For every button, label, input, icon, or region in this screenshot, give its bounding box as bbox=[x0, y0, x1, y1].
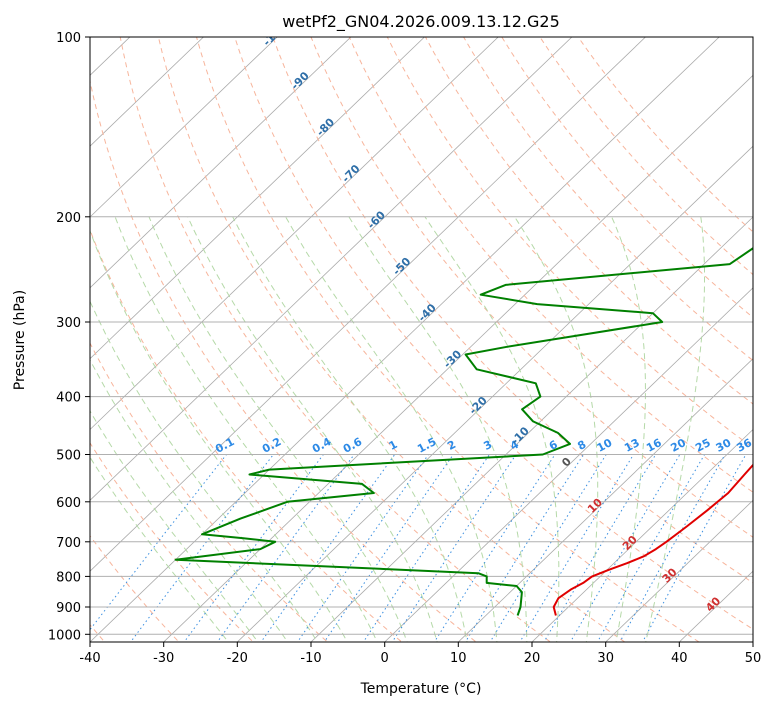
plot-background bbox=[90, 37, 753, 642]
mixing-ratio-line bbox=[519, 454, 635, 642]
x-tick-label: 40 bbox=[671, 651, 688, 666]
y-tick-label: 500 bbox=[56, 449, 81, 464]
adiabat-label: -100 bbox=[260, 20, 289, 49]
mixing-ratio-label: 25 bbox=[693, 436, 713, 455]
dry-adiabat-line bbox=[90, 441, 254, 642]
mixing-ratio-label: 36 bbox=[734, 436, 754, 455]
moist-adiabat-line bbox=[148, 216, 408, 642]
y-axis: 100 200 300 400 500 600 700 800 900 1000 bbox=[48, 31, 90, 643]
background-lines bbox=[90, 37, 753, 642]
dry-adiabat-line bbox=[463, 37, 753, 362]
isotherm-line bbox=[384, 287, 753, 642]
isotherm-line bbox=[90, 37, 646, 572]
mixing-ratio-label: 13 bbox=[622, 436, 642, 455]
y-tick-label: 200 bbox=[56, 211, 81, 226]
moist-adiabat-line bbox=[285, 216, 498, 642]
moist-adiabat-line bbox=[114, 216, 378, 642]
isotherm-line bbox=[236, 145, 753, 642]
x-axis: -40 -30 -20 -10 0 10 20 30 40 50 bbox=[79, 642, 761, 666]
dry-adiabat-line bbox=[157, 37, 626, 642]
mixing-ratio-line bbox=[642, 454, 747, 642]
mixing-ratio-label: 16 bbox=[644, 436, 664, 455]
isotherm-line bbox=[90, 37, 278, 218]
x-tick-label: -10 bbox=[300, 651, 321, 666]
y-tick-label: 400 bbox=[56, 391, 81, 406]
isotherm-line bbox=[90, 37, 573, 501]
mixing-ratio-line bbox=[543, 454, 657, 642]
y-tick-label: 800 bbox=[56, 570, 81, 585]
mixing-ratio-line bbox=[260, 454, 396, 642]
isotherm-line bbox=[90, 37, 352, 289]
dewpoint-profile-line bbox=[174, 247, 753, 616]
mixing-ratio-line bbox=[619, 454, 726, 642]
isotherm-line bbox=[163, 74, 753, 642]
dry-adiabat-line bbox=[196, 37, 700, 642]
isotherm-line bbox=[90, 37, 204, 147]
mixing-ratio-line bbox=[569, 454, 681, 642]
isotherm-line bbox=[90, 37, 499, 431]
mixing-ratio-line bbox=[90, 454, 227, 631]
moist-adiabat-line bbox=[90, 300, 319, 642]
dry-adiabat-line bbox=[425, 37, 753, 405]
y-tick-label: 1000 bbox=[48, 628, 81, 643]
mixing-ratio-line bbox=[216, 454, 355, 642]
moist-adiabat-line bbox=[424, 216, 560, 642]
x-tick-label: -20 bbox=[227, 651, 248, 666]
moist-adiabat-line bbox=[232, 216, 468, 642]
mixing-ratio-line bbox=[489, 454, 607, 642]
x-tick-label: -40 bbox=[79, 651, 100, 666]
moist-adiabat-line bbox=[514, 216, 599, 642]
y-axis-label: Pressure (hPa) bbox=[12, 290, 28, 390]
chart-title: wetPf2_GN04.2026.009.13.12.G25 bbox=[282, 12, 560, 32]
mixing-ratio-line bbox=[464, 454, 584, 642]
mixing-ratio-line bbox=[323, 454, 454, 642]
moist-adiabat-line bbox=[90, 410, 259, 642]
mixing-ratio-line bbox=[596, 454, 706, 642]
isotherm-line bbox=[457, 358, 753, 642]
y-tick-label: 700 bbox=[56, 536, 81, 551]
dry-adiabat-line bbox=[119, 37, 552, 642]
isotherm-line bbox=[605, 499, 753, 642]
dry-adiabat-line bbox=[90, 342, 329, 642]
x-tick-label: -30 bbox=[153, 651, 174, 666]
y-tick-label: 900 bbox=[56, 601, 81, 616]
x-tick-label: 10 bbox=[450, 651, 467, 666]
x-axis-label: Temperature (°C) bbox=[360, 681, 482, 697]
x-tick-label: 50 bbox=[745, 651, 762, 666]
moist-adiabat-line bbox=[348, 216, 528, 642]
y-tick-label: 300 bbox=[56, 316, 81, 331]
dry-adiabat-line bbox=[310, 37, 753, 538]
x-tick-label: 30 bbox=[597, 651, 614, 666]
temperature-profile-line bbox=[552, 463, 753, 616]
mixing-ratio-line bbox=[433, 454, 556, 642]
dry-adiabat-line bbox=[348, 37, 753, 493]
moist-adiabat-line bbox=[611, 216, 647, 642]
y-tick-label: 100 bbox=[56, 31, 81, 46]
x-tick-label: 0 bbox=[381, 651, 389, 666]
isotherm-line bbox=[90, 37, 720, 642]
moist-adiabat-line bbox=[90, 456, 229, 642]
mixing-ratio-label: 30 bbox=[714, 436, 734, 455]
mixing-ratio-label: 20 bbox=[668, 436, 688, 455]
mixing-ratio-label: 10 bbox=[595, 436, 615, 455]
isotherm-line bbox=[531, 428, 753, 642]
dry-adiabat-line bbox=[90, 78, 477, 642]
plot-frame bbox=[89, 36, 754, 643]
y-tick-label: 600 bbox=[56, 496, 81, 511]
x-tick-label: 20 bbox=[524, 651, 541, 666]
dry-adiabat-line bbox=[234, 37, 753, 630]
pressure-grid bbox=[90, 37, 753, 635]
dry-adiabat-line bbox=[90, 228, 403, 642]
isotherm-line bbox=[90, 37, 425, 360]
moist-adiabat-line bbox=[187, 216, 438, 642]
series-layer bbox=[174, 247, 753, 616]
dry-adiabat-line bbox=[272, 37, 753, 584]
dry-adiabat-line bbox=[386, 37, 753, 449]
